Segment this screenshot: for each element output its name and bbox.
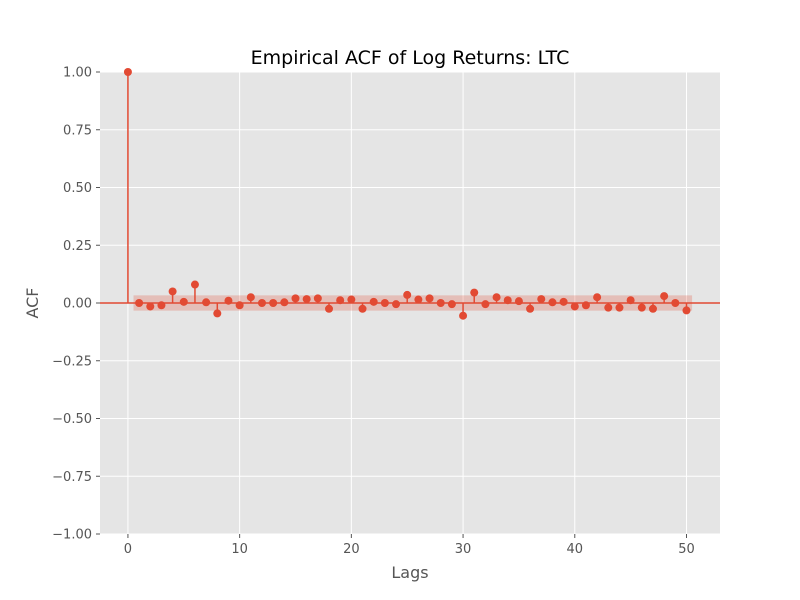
acf-marker: [414, 295, 423, 304]
acf-marker: [447, 300, 456, 309]
acf-marker: [168, 287, 177, 296]
acf-marker: [302, 295, 311, 304]
acf-marker: [570, 302, 579, 311]
acf-marker: [615, 303, 624, 312]
y-tick-label: −0.25: [52, 354, 92, 369]
acf-marker: [123, 68, 132, 76]
acf-marker: [593, 293, 602, 302]
acf-marker: [604, 303, 613, 312]
y-tick-label: 1.00: [63, 66, 92, 81]
x-tick-label: 30: [455, 542, 472, 557]
acf-marker: [179, 297, 188, 306]
acf-marker: [392, 300, 401, 309]
x-tick-label: 40: [567, 542, 584, 557]
x-tick-label: 20: [343, 542, 360, 557]
acf-marker: [202, 298, 211, 307]
acf-marker: [246, 293, 255, 302]
acf-marker: [459, 311, 468, 320]
acf-marker: [291, 294, 300, 303]
acf-marker: [425, 294, 434, 303]
acf-marker: [380, 299, 389, 307]
acf-marker: [581, 301, 590, 310]
acf-marker: [660, 292, 669, 301]
acf-marker: [135, 299, 144, 307]
acf-marker: [157, 301, 166, 310]
y-tick-label: 0.00: [63, 297, 92, 312]
x-tick-label: 10: [231, 542, 248, 557]
acf-marker: [514, 297, 523, 306]
markers: [123, 68, 691, 320]
acf-marker: [213, 309, 222, 318]
y-tick-label: 0.50: [63, 181, 92, 196]
acf-marker: [146, 302, 155, 311]
acf-marker: [280, 298, 289, 307]
y-ticks: −1.00 −0.75 −0.50 −0.25 0.00 0.25 0.50 0.75 1.00: [52, 66, 100, 543]
y-tick-label: 0.25: [63, 239, 92, 254]
x-tick-label: 50: [678, 542, 695, 557]
y-tick-label: −0.50: [52, 412, 92, 427]
x-ticks: 0 10 20 30 40 50: [124, 534, 695, 557]
y-tick-label: −0.75: [52, 470, 92, 485]
acf-marker: [648, 304, 657, 313]
acf-marker: [671, 299, 680, 307]
acf-marker: [481, 300, 490, 309]
acf-marker: [526, 304, 535, 313]
acf-marker: [548, 298, 557, 307]
acf-marker: [190, 280, 199, 289]
x-axis-label: Lags: [391, 563, 428, 582]
acf-marker: [257, 299, 266, 307]
y-tick-label: 0.75: [63, 123, 92, 138]
acf-marker: [537, 295, 546, 304]
chart-title: Empirical ACF of Log Returns: LTC: [251, 47, 570, 69]
y-tick-label: −1.00: [52, 528, 92, 543]
acf-marker: [503, 296, 512, 305]
acf-marker: [224, 296, 233, 305]
acf-marker: [325, 304, 334, 313]
acf-marker: [559, 297, 568, 306]
acf-marker: [403, 290, 412, 299]
y-axis-label: ACF: [23, 287, 42, 318]
acf-marker: [358, 304, 367, 313]
acf-marker: [369, 297, 378, 306]
acf-marker: [235, 301, 244, 310]
acf-marker: [336, 296, 345, 305]
acf-marker: [637, 303, 646, 312]
acf-marker: [436, 299, 445, 307]
acf-marker: [269, 299, 278, 307]
acf-marker: [682, 306, 691, 315]
acf-marker: [470, 288, 479, 297]
x-tick-label: 0: [124, 542, 132, 557]
acf-marker: [347, 295, 356, 304]
acf-marker: [313, 294, 322, 303]
acf-marker: [492, 293, 501, 302]
acf-marker: [626, 296, 635, 305]
